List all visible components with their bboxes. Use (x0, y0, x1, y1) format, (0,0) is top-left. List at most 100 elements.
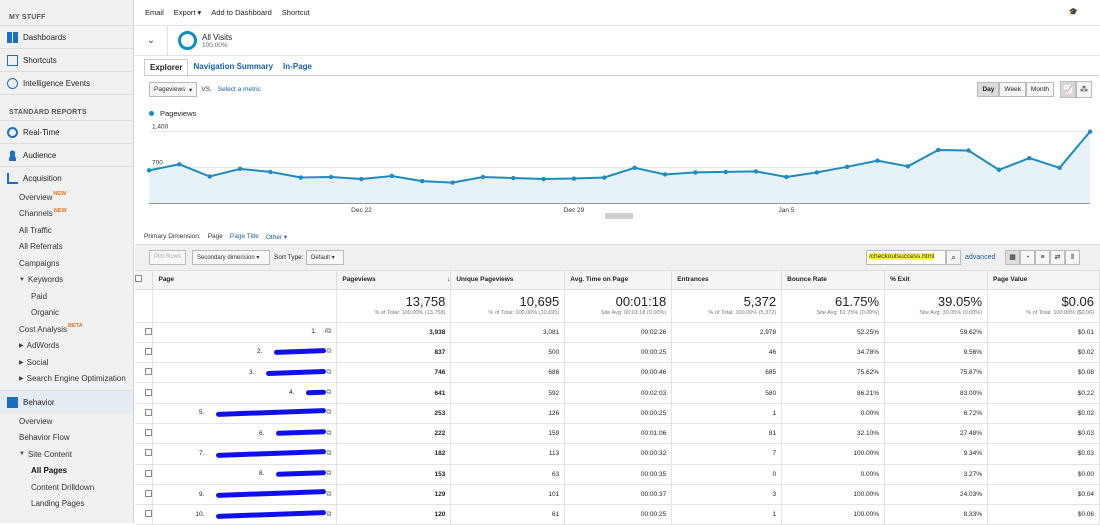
sidebar-item-intelligence[interactable]: Intelligence Events (0, 71, 133, 94)
page-cell[interactable]: 5. ⧉ (152, 403, 338, 424)
table-row[interactable]: 6. ⧉ 222 159 00:01:06 81 32.10% 27.48% $0.03 (135, 423, 1100, 445)
sidebar-item-realtime[interactable]: Real-Time (0, 120, 133, 143)
sidebar-sub-organic[interactable]: Organic (0, 305, 133, 322)
month-button[interactable]: Month (1025, 82, 1054, 97)
external-link-icon[interactable]: ⧉ (326, 409, 332, 417)
external-link-icon[interactable]: ⧉ (326, 470, 332, 478)
col-header-bounce-rate[interactable]: Bounce Rate (781, 271, 886, 290)
performance-view-icon[interactable]: ≡ (1035, 250, 1050, 265)
col-header-entrances[interactable]: Entrances (671, 271, 783, 290)
sidebar-item-dashboards[interactable]: Dashboards (0, 25, 133, 48)
table-row[interactable]: 4. ⧉ 641 592 00:02:03 580 86.21% 83.00% $0.22 (135, 382, 1100, 404)
external-link-icon[interactable]: ⧉ (326, 490, 332, 498)
add-to-dashboard-button[interactable]: Add to Dashboard (211, 8, 272, 17)
sidebar-sub-social[interactable]: ▶ Social (0, 354, 133, 371)
external-link-icon[interactable]: ⧉ (326, 389, 332, 397)
col-header-pageviews[interactable]: Pageviews ↓ (336, 271, 452, 290)
plot-rows-button[interactable]: Plot Rows (149, 250, 187, 265)
page-cell[interactable]: 1. / ⧉ (152, 322, 338, 343)
motion-chart-icon[interactable]: ⁂ (1076, 81, 1092, 98)
sidebar-sub-channels[interactable]: Channels NEW (0, 206, 133, 223)
page-cell[interactable]: 2. ⧉ (152, 342, 338, 364)
dimension-page-title[interactable]: Page Title (229, 233, 259, 240)
page-cell[interactable]: 6. ⧉ (152, 423, 338, 445)
sidebar-sub-behavior-flow[interactable]: Behavior Flow (0, 430, 133, 447)
sidebar-sub-campaigns[interactable]: Campaigns (0, 255, 133, 272)
col-header-avg-time[interactable]: Avg. Time on Page (564, 271, 673, 290)
table-row[interactable]: 2. ⧉ 837 500 00:00:25 46 34.78% 9.56% $0.02 (135, 342, 1100, 364)
shortcut-button[interactable]: Shortcut (281, 8, 310, 17)
comparison-view-icon[interactable]: ⇄ (1050, 250, 1065, 265)
pivot-view-icon[interactable]: ⦀ (1065, 250, 1080, 265)
external-link-icon[interactable]: ⧉ (326, 449, 332, 457)
sidebar-sub-adwords[interactable]: ▶ AdWords (0, 338, 133, 355)
tab-in-page[interactable]: In-Page (283, 62, 312, 71)
row-checkbox[interactable] (135, 362, 154, 384)
sidebar-item-acquisition[interactable]: Acquisition (0, 166, 133, 189)
sidebar-sub-landing-pages[interactable]: Landing Pages (0, 496, 133, 513)
page-cell[interactable]: 3. ⧉ (152, 362, 338, 384)
sidebar-item-behavior[interactable]: Behavior (0, 390, 133, 413)
pie-view-icon[interactable]: ◔ (1020, 250, 1035, 265)
table-row[interactable]: 1. / ⧉ 3,938 3,081 00:02:26 2,978 52.25% 59.62% $… (135, 322, 1100, 343)
sidebar-item-audience[interactable]: Audience (0, 143, 133, 166)
export-button[interactable]: Export ▾ (173, 8, 202, 17)
sidebar-sub-site-content[interactable]: ▼ Site Content (0, 446, 133, 463)
page-cell[interactable]: 9. ⧉ (152, 484, 338, 506)
table-row[interactable]: 10. ⧉ 120 61 00:00:25 1 100.00% 8.33% $0.06 (135, 504, 1100, 525)
table-row[interactable]: 5. ⧉ 253 126 00:00:25 1 0.00% 6.72% $0.02 (135, 403, 1100, 424)
external-link-icon[interactable]: ⧉ (326, 510, 332, 518)
row-checkbox[interactable] (135, 322, 154, 343)
row-checkbox[interactable] (135, 484, 154, 506)
page-cell[interactable]: 7. ⧉ (152, 443, 338, 465)
dimension-other[interactable]: Other ▾ (265, 234, 288, 241)
row-checkbox[interactable] (135, 342, 154, 364)
external-link-icon[interactable]: ⧉ (326, 429, 332, 437)
row-checkbox[interactable] (135, 504, 154, 525)
sort-type-select[interactable]: Default ▾ (306, 250, 344, 265)
row-checkbox[interactable] (135, 443, 154, 465)
metric-select[interactable]: Pageviews ▾ (149, 82, 198, 97)
segment-all-visits[interactable]: All Visits 100.00% (202, 33, 232, 49)
page-cell[interactable]: 4. ⧉ (152, 382, 338, 404)
advanced-link[interactable]: advanced (965, 254, 996, 261)
sidebar-sub-all-traffic[interactable]: All Traffic (0, 222, 133, 239)
col-header-page[interactable]: Page (152, 271, 338, 290)
page-cell[interactable]: 10. ⧉ (152, 504, 338, 525)
line-chart-icon[interactable]: 📈 (1060, 81, 1076, 98)
external-link-icon[interactable]: ⧉ (326, 348, 332, 356)
sidebar-sub-all-referrals[interactable]: All Referrals (0, 239, 133, 256)
table-row[interactable]: 7. ⧉ 182 113 00:00:32 7 100.00% 9.34% $0.03 (135, 443, 1100, 465)
col-header-exit[interactable]: % Exit (884, 271, 988, 290)
sidebar-sub-beh-overview[interactable]: Overview (0, 413, 133, 430)
table-row[interactable]: 9. ⧉ 129 101 00:00:37 3 100.00% 24.03% $0.04 (135, 484, 1100, 506)
week-button[interactable]: Week (999, 82, 1026, 97)
sidebar-sub-cost-analysis[interactable]: Cost Analysis BETA (0, 321, 133, 338)
external-link-icon[interactable]: ⧉ (326, 368, 332, 376)
table-view-icon[interactable]: ▦ (1005, 250, 1020, 265)
col-header-unique-pageviews[interactable]: Unique Pageviews (450, 271, 566, 290)
row-checkbox[interactable] (135, 382, 154, 404)
day-button[interactable]: Day (977, 82, 1000, 97)
table-search-input[interactable]: /checkoutsuccess.html (866, 250, 946, 265)
table-row[interactable]: 3. ⧉ 746 686 00:00:46 685 75.62% 75.87% $0.08 (135, 362, 1100, 384)
chevron-down-icon[interactable]: ⌄ (135, 25, 168, 56)
search-icon[interactable]: ⌕ (946, 250, 961, 265)
dimension-page[interactable]: Page (207, 233, 223, 240)
external-link-icon[interactable]: ⧉ (326, 328, 332, 336)
row-checkbox[interactable] (135, 403, 154, 424)
select-metric-link[interactable]: Select a metric (217, 86, 261, 93)
sidebar-item-shortcuts[interactable]: Shortcuts (0, 48, 133, 71)
col-header-page-value[interactable]: Page Value (987, 271, 1100, 290)
row-checkbox[interactable] (135, 464, 154, 485)
sidebar-sub-keywords[interactable]: ▼ Keywords (0, 272, 133, 289)
sidebar-sub-all-pages[interactable]: All Pages (0, 463, 133, 480)
sidebar-sub-overview[interactable]: Overview NEW (0, 189, 133, 206)
page-path[interactable]: / (324, 328, 327, 336)
select-all-checkbox[interactable] (135, 271, 154, 290)
sidebar-sub-content-drilldown[interactable]: Content Drilldown (0, 479, 133, 496)
sidebar-sub-seo[interactable]: ▶ Search Engine Optimization (0, 371, 133, 388)
secondary-dimension-select[interactable]: Secondary dimension ▾ (192, 250, 270, 265)
graduation-cap-icon[interactable]: 🎓 (1068, 7, 1078, 16)
tab-navigation-summary[interactable]: Navigation Summary (193, 62, 274, 71)
